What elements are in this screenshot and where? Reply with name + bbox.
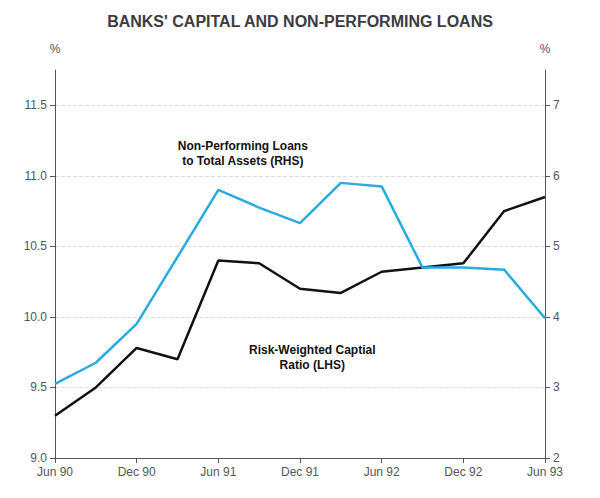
svg-text:Jun 92: Jun 92 xyxy=(364,465,400,479)
svg-text:6: 6 xyxy=(553,169,560,183)
svg-text:Non-Performing Loans: Non-Performing Loans xyxy=(178,139,308,153)
svg-text:4: 4 xyxy=(553,310,560,324)
svg-text:Jun 93: Jun 93 xyxy=(527,465,563,479)
svg-text:Dec 92: Dec 92 xyxy=(444,465,482,479)
svg-text:5: 5 xyxy=(553,239,560,253)
svg-text:Ratio (LHS): Ratio (LHS) xyxy=(280,358,345,372)
svg-text:3: 3 xyxy=(553,380,560,394)
svg-text:BANKS' CAPITAL AND NON-PERFORM: BANKS' CAPITAL AND NON-PERFORMING LOANS xyxy=(107,13,493,30)
svg-text:%: % xyxy=(50,42,61,56)
svg-text:9.5: 9.5 xyxy=(30,380,47,394)
svg-text:Dec 91: Dec 91 xyxy=(281,465,319,479)
svg-text:10.5: 10.5 xyxy=(24,239,48,253)
svg-text:11.0: 11.0 xyxy=(25,169,48,183)
svg-text:to Total Assets (RHS): to Total Assets (RHS) xyxy=(182,154,303,168)
svg-text:Risk-Weighted Captial: Risk-Weighted Captial xyxy=(249,343,375,357)
svg-text:%: % xyxy=(540,42,551,56)
svg-text:7: 7 xyxy=(553,98,560,112)
svg-text:Dec 90: Dec 90 xyxy=(118,465,156,479)
svg-text:2: 2 xyxy=(553,451,560,465)
svg-text:11.5: 11.5 xyxy=(25,98,48,112)
svg-text:10.0: 10.0 xyxy=(24,310,48,324)
svg-text:Jun 90: Jun 90 xyxy=(37,465,73,479)
svg-text:9.0: 9.0 xyxy=(30,451,47,465)
svg-text:Jun 91: Jun 91 xyxy=(200,465,236,479)
